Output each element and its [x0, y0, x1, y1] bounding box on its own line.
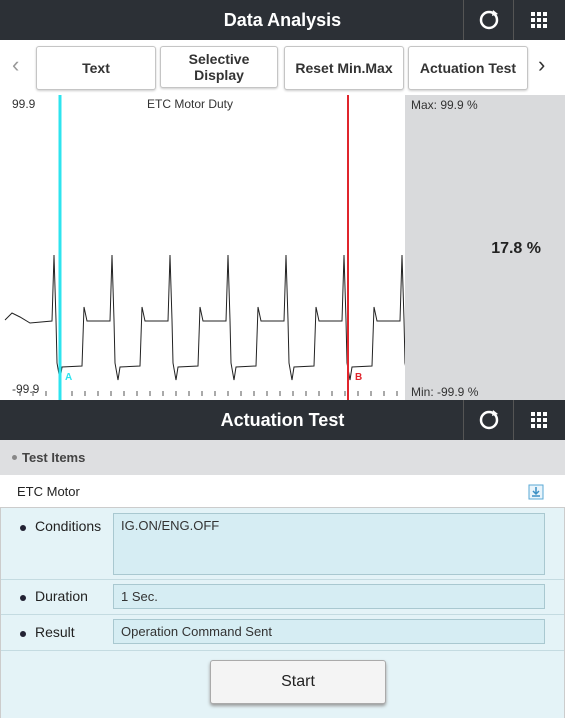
details: Conditions IG.ON/ENG.OFF Duration 1 Sec.…	[0, 508, 565, 718]
tab[interactable]: Actuation Test	[408, 46, 528, 90]
y-max-label: 99.9	[12, 97, 36, 111]
value-panel: Max: 99.9 % 17.8 % Min: -99.9 %	[405, 95, 565, 400]
row-value: IG.ON/ENG.OFF	[113, 513, 545, 575]
download-icon[interactable]	[528, 484, 544, 500]
section-label: Test Items	[22, 450, 86, 465]
item-label: ETC Motor	[17, 484, 80, 499]
waveform	[4, 254, 405, 381]
tab[interactable]: Reset Min.Max	[284, 46, 404, 90]
row-label: Duration	[35, 588, 88, 604]
cursor-a-label: A	[65, 372, 72, 383]
current-value: 17.8 %	[491, 240, 541, 257]
waveform-plot: 99.9 ETC Motor Duty -99.9 A B	[0, 95, 405, 400]
tab[interactable]: Selective Display	[160, 46, 278, 88]
max-label: Max: 99.9 %	[411, 98, 478, 112]
min-label: Min: -99.9 %	[411, 385, 479, 399]
row-label: Conditions	[35, 518, 102, 534]
section-title: Actuation Test	[220, 410, 345, 430]
refresh-button[interactable]	[463, 0, 514, 40]
row-value: 1 Sec.	[113, 584, 545, 609]
y-min-label: -99.9	[12, 382, 40, 396]
tab-bar: ‹ Text Selective Display Reset Min.Max A…	[0, 40, 565, 96]
row-value: Operation Command Sent	[113, 619, 545, 644]
cursor-b-label: B	[355, 372, 362, 383]
next-arrow[interactable]: ›	[538, 52, 546, 77]
start-button[interactable]: Start	[210, 660, 386, 704]
test-items-header: Test Items	[0, 440, 565, 475]
section-bar: Actuation Test	[0, 400, 565, 440]
top-bar: Data Analysis	[0, 0, 565, 40]
refresh-button[interactable]	[463, 400, 514, 440]
row-label: Result	[35, 624, 75, 640]
menu-button[interactable]	[513, 400, 564, 440]
title: Data Analysis	[223, 10, 342, 30]
menu-button[interactable]	[513, 0, 564, 40]
tab[interactable]: Text	[36, 46, 156, 90]
prev-arrow[interactable]: ‹	[12, 52, 20, 77]
plot-title: ETC Motor Duty	[147, 97, 233, 111]
test-item[interactable]: ETC Motor	[0, 475, 565, 508]
